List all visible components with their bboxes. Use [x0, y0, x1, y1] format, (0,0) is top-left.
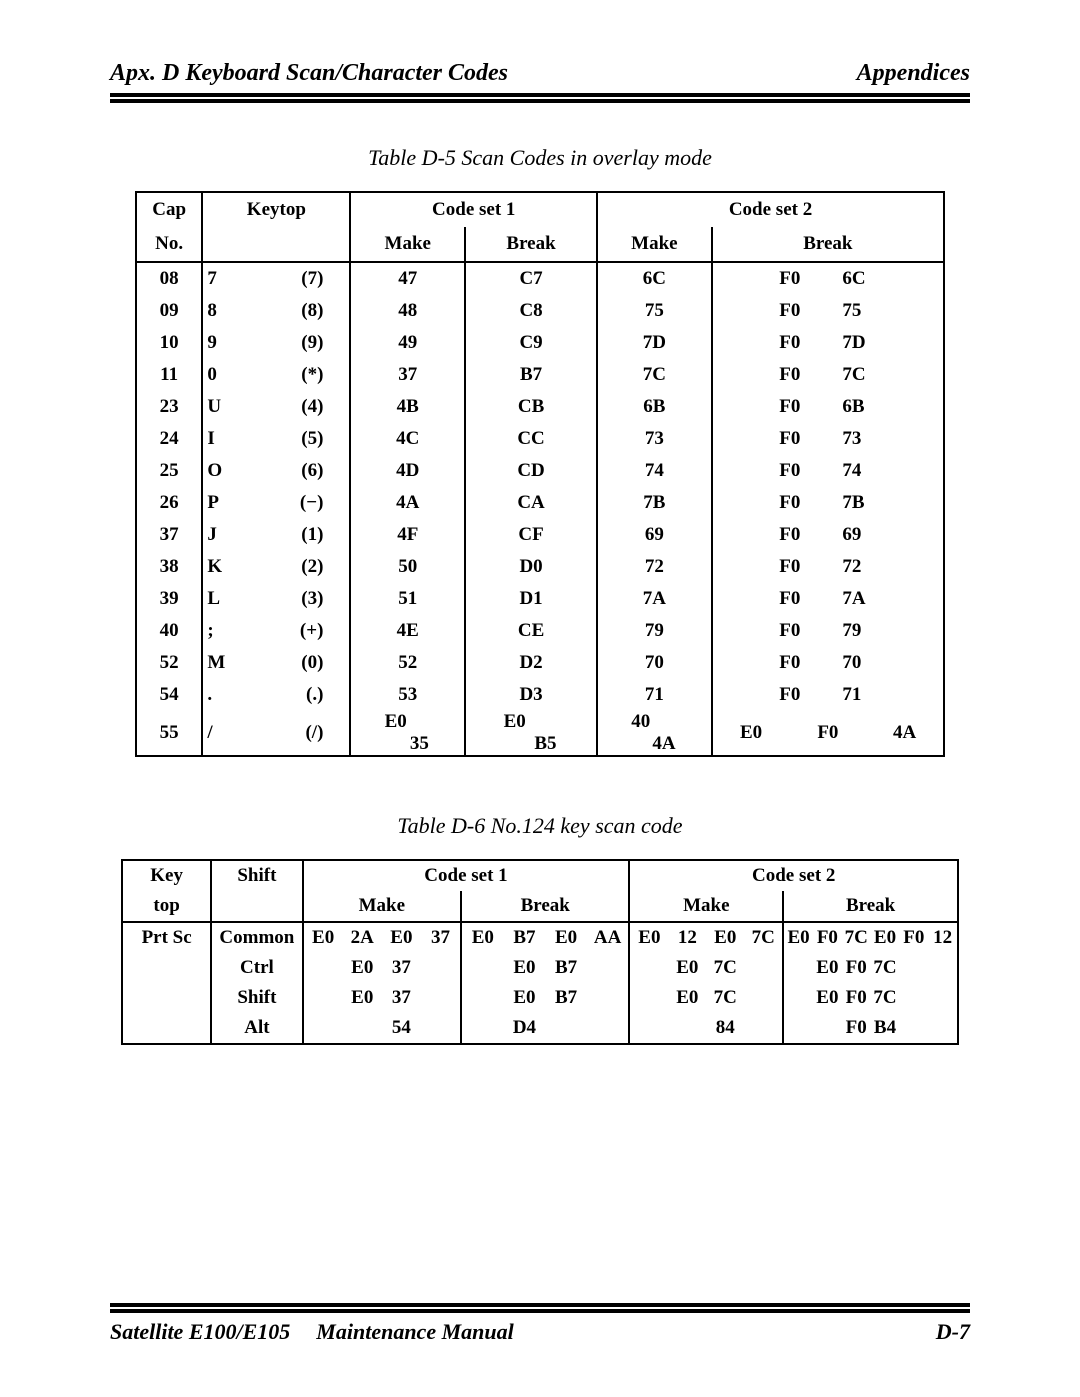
col-header-break2: Break [783, 891, 958, 922]
table-row: 098(8)48C875F075 [136, 295, 944, 327]
header-right: Appendices [857, 60, 970, 87]
footer-rule [110, 1303, 970, 1313]
page-footer: Satellite E100/E105 Maintenance Manual D… [110, 1303, 970, 1345]
col-header-make1: Make [350, 227, 465, 262]
col-header-set1: Code set 1 [303, 860, 630, 891]
table-row: 24I(5)4CCC73F073 [136, 423, 944, 455]
table-d5: Cap Keytop Code set 1 Code set 2 No. Mak… [110, 191, 970, 757]
table-row: 110(*)37B77CF07C [136, 359, 944, 391]
footer-pageno: D-7 [936, 1319, 970, 1345]
col-header-make2: Make [597, 227, 712, 262]
col-header-keytop: Keytop [202, 192, 350, 227]
table-row: 54.(.)53D371F071 [136, 679, 944, 711]
col-header-make1: Make [303, 891, 462, 922]
table-row: 38K(2)50D072F072 [136, 551, 944, 583]
col-header-break1: Break [461, 891, 629, 922]
col-header-set2: Code set 2 [629, 860, 958, 891]
table-row: 26P(−)4ACA7BF07B [136, 487, 944, 519]
col-header-break1: Break [465, 227, 597, 262]
table-row: Prt ScCommonE02AE037E0B7E0AAE012E07CE0F0… [122, 922, 958, 953]
table-row: Alt 54 D4 84 F0B4 [122, 1013, 958, 1044]
col-header-shift-blank [211, 891, 302, 922]
col-header-set2: Code set 2 [597, 192, 944, 227]
table-row: 52M(0)52D270F070 [136, 647, 944, 679]
table-row: 37J(1)4FCF69F069 [136, 519, 944, 551]
footer-title-1: Satellite E100/E105 [110, 1319, 290, 1345]
table-row: Shift E037 E0B7 E07C E0F07C [122, 983, 958, 1013]
col-header-shift: Shift [211, 860, 302, 891]
table-row: 23U(4)4BCB6BF06B [136, 391, 944, 423]
col-header-keytop-blank [202, 227, 350, 262]
col-header-key: Key [122, 860, 211, 891]
col-header-no: No. [136, 227, 202, 262]
caption-table-d6: Table D-6 No.124 key scan code [110, 813, 970, 839]
table-row: 39L(3)51D17AF07A [136, 583, 944, 615]
col-header-make2: Make [629, 891, 783, 922]
table-row: 40;(+)4ECE79F079 [136, 615, 944, 647]
table-d6: Key Shift Code set 1 Code set 2 top Make… [110, 859, 970, 1045]
col-header-set1: Code set 1 [350, 192, 597, 227]
header-left: Apx. D Keyboard Scan/Character Codes [110, 60, 508, 87]
page-header: Apx. D Keyboard Scan/Character Codes App… [110, 60, 970, 91]
col-header-cap: Cap [136, 192, 202, 227]
header-rule [110, 93, 970, 103]
table-row: 087(7)47C76CF06C [136, 262, 944, 295]
page: Apx. D Keyboard Scan/Character Codes App… [0, 0, 1080, 1397]
table-row: Ctrl E037 E0B7 E07C E0F07C [122, 953, 958, 983]
footer-title-2: Maintenance Manual [316, 1319, 513, 1345]
table-row: 109(9)49C97DF07D [136, 327, 944, 359]
col-header-break2: Break [712, 227, 944, 262]
table-row: 55/(/)E035E0B5404AE0F04A [136, 711, 944, 756]
table-row: 25O(6)4DCD74F074 [136, 455, 944, 487]
col-header-top: top [122, 891, 211, 922]
caption-table-d5: Table D-5 Scan Codes in overlay mode [110, 145, 970, 171]
